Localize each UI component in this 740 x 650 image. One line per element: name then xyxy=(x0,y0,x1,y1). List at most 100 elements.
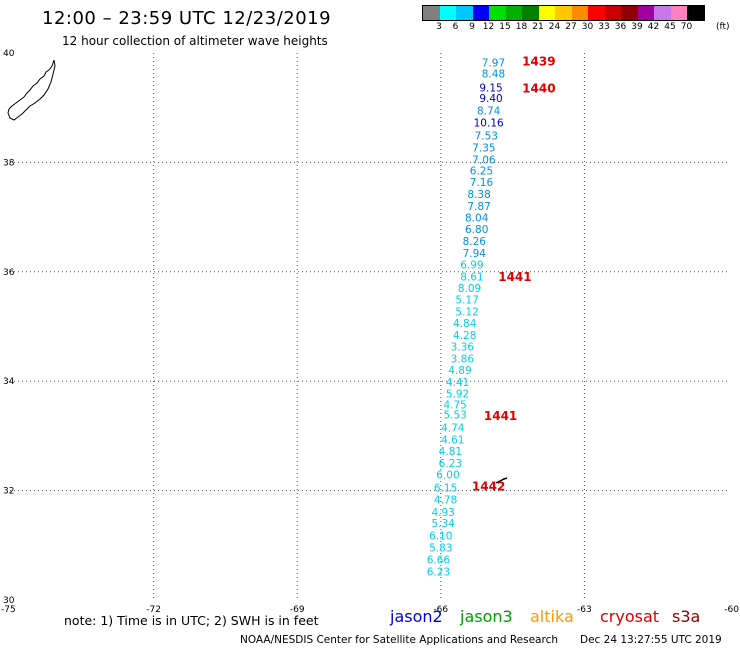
legend-label: 15 xyxy=(499,22,511,32)
wave-height-value: 8.38 xyxy=(467,189,490,201)
wave-height-value: 4.89 xyxy=(448,365,471,377)
wave-height-value: 10.16 xyxy=(474,117,504,129)
x-tick-label: -69 xyxy=(290,605,305,615)
legend-swatch xyxy=(637,6,654,20)
y-tick-label: 40 xyxy=(3,49,15,59)
wave-height-value: 4.78 xyxy=(434,495,457,507)
wave-height-value: 4.81 xyxy=(439,446,462,458)
wave-height-value: 4.28 xyxy=(453,330,476,342)
wave-height-value: 9.40 xyxy=(479,93,502,105)
pass-time-label: 1439 xyxy=(522,55,555,69)
wave-height-value: 7.16 xyxy=(470,177,494,189)
y-tick-label: 30 xyxy=(3,596,15,606)
wave-height-value: 6.99 xyxy=(460,260,483,272)
legend-label: 18 xyxy=(515,22,528,32)
legend-label: 30 xyxy=(581,22,594,32)
wave-height-value: 4.74 xyxy=(441,423,465,435)
legend-swatch xyxy=(489,6,506,20)
legend-swatch xyxy=(505,6,522,20)
legend-swatch xyxy=(472,6,489,20)
x-tick-label: -60 xyxy=(724,605,739,615)
wave-height-value: 4.84 xyxy=(453,318,477,330)
wave-height-value: 6.66 xyxy=(427,554,451,566)
legend-swatch xyxy=(456,6,473,20)
legend-label: 3 xyxy=(436,22,442,32)
legend-label: 33 xyxy=(598,22,610,32)
legend-swatch xyxy=(555,6,572,20)
wave-height-value: 3.86 xyxy=(451,354,475,366)
wave-height-value: 7.94 xyxy=(463,248,487,260)
y-tick-label: 34 xyxy=(3,377,15,387)
wave-height-value: 6.00 xyxy=(436,470,459,482)
wave-height-value: 8.61 xyxy=(460,272,483,284)
y-tick-label: 38 xyxy=(3,158,15,168)
satellite-s3a: s3a xyxy=(672,607,701,626)
legend-swatch xyxy=(621,6,638,20)
credit-line: NOAA/NESDIS Center for Satellite Applica… xyxy=(240,634,558,646)
satellite-altika: altika xyxy=(530,607,574,626)
legend-swatch xyxy=(538,6,555,20)
wave-height-value: 6.10 xyxy=(429,530,452,542)
legend-swatch xyxy=(423,6,440,20)
footer-note: note: 1) Time is in UTC; 2) SWH is in fe… xyxy=(64,613,319,628)
x-tick-label: -72 xyxy=(146,605,161,615)
legend-label: 70 xyxy=(680,22,693,32)
wave-height-value: 5.17 xyxy=(455,295,478,307)
legend-swatch xyxy=(670,6,687,20)
legend-label: 12 xyxy=(482,22,495,32)
satellite-cryosat: cryosat xyxy=(600,607,660,626)
wave-height-value: 5.53 xyxy=(443,409,466,421)
wave-height-value: 3.36 xyxy=(451,342,475,354)
y-tick-label: 36 xyxy=(3,268,15,278)
island-outline xyxy=(495,477,508,484)
wave-height-value: 7.53 xyxy=(475,130,498,142)
legend-label: 45 xyxy=(664,22,676,32)
color-scale-legend xyxy=(422,5,705,21)
wave-height-value: 4.75 xyxy=(443,400,466,412)
legend-label: 27 xyxy=(565,22,577,32)
pass-time-label: 1440 xyxy=(522,81,555,95)
legend-label: 39 xyxy=(631,22,643,32)
wave-height-value: 5.92 xyxy=(446,389,469,401)
legend-swatch xyxy=(571,6,588,20)
wave-height-value: 8.48 xyxy=(482,69,505,81)
wave-height-value: 8.04 xyxy=(465,212,489,224)
legend-label: 36 xyxy=(614,22,627,32)
wave-height-value: 7.97 xyxy=(482,58,505,70)
legend-label: 24 xyxy=(548,22,561,32)
chart-subtitle: 12 hour collection of altimeter wave hei… xyxy=(62,34,328,48)
wave-height-value: 4.41 xyxy=(446,377,469,389)
legend-label: 9 xyxy=(469,22,475,32)
legend-swatch xyxy=(654,6,671,20)
generated-timestamp: Dec 24 13:27:55 UTC 2019 xyxy=(580,634,722,646)
wave-height-value: 6.25 xyxy=(470,165,493,177)
wave-height-value: 5.34 xyxy=(431,518,455,530)
wave-height-value: 7.35 xyxy=(472,142,495,154)
wave-height-value: 5.83 xyxy=(429,542,452,554)
pass-time-label: 1441 xyxy=(498,270,531,284)
coastline xyxy=(7,59,56,121)
wave-height-value: 6.23 xyxy=(427,566,450,578)
wave-height-value: 7.06 xyxy=(472,154,496,166)
legend-label: 42 xyxy=(647,22,660,32)
legend-label: 21 xyxy=(532,22,544,32)
wave-height-value: 8.26 xyxy=(463,236,487,248)
legend-unit-label: (ft) xyxy=(716,22,730,32)
pass-time-label: 1441 xyxy=(484,409,517,423)
wave-height-value: 5.12 xyxy=(455,307,478,319)
chart-title: 12:00 – 23:59 UTC 12/23/2019 xyxy=(42,8,332,29)
legend-swatch xyxy=(588,6,605,20)
pass-time-label: 1442 xyxy=(472,480,505,494)
wave-height-value: 8.74 xyxy=(477,105,501,117)
x-tick-label: -63 xyxy=(577,605,592,615)
x-tick-label: -75 xyxy=(1,605,16,615)
wave-height-value: 6.15 xyxy=(434,483,457,495)
y-tick-label: 32 xyxy=(3,487,14,497)
satellite-jason2: jason2 xyxy=(390,607,443,626)
legend-swatch xyxy=(687,6,704,20)
x-tick-label: -66 xyxy=(433,605,448,615)
wave-height-value: 4.93 xyxy=(431,507,454,519)
wave-height-value: 6.23 xyxy=(439,458,462,470)
wave-height-value: 4.61 xyxy=(441,435,464,447)
